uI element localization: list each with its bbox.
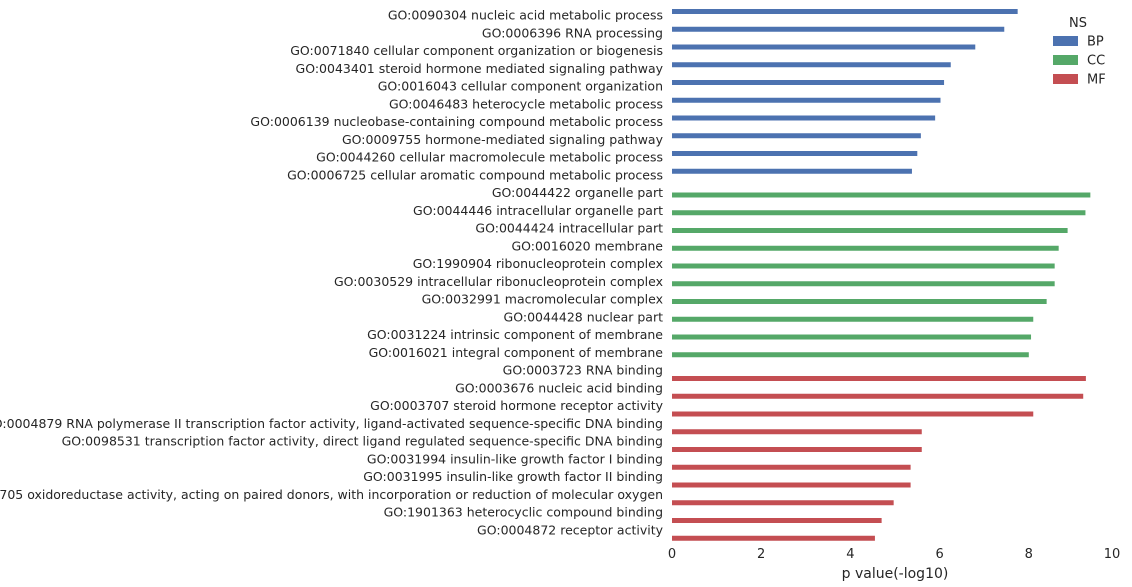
y-tick-label: GO:0006725 cellular aromatic compound me… bbox=[287, 167, 663, 182]
y-tick-label: GO:0044424 intracellular part bbox=[475, 221, 663, 236]
y-tick-label: GO:0031224 intrinsic component of membra… bbox=[367, 327, 663, 342]
y-tick-label: GO:0003723 RNA binding bbox=[503, 363, 663, 378]
y-tick-label: GO:0003707 steroid hormone receptor acti… bbox=[370, 398, 663, 413]
legend: NS BP CC MF bbox=[1053, 16, 1106, 88]
bar-cc bbox=[672, 245, 1059, 251]
y-tick-label: GO:0043401 steroid hormone mediated sign… bbox=[296, 61, 664, 76]
y-tick-labels: GO:0090304 nucleic acid metabolic proces… bbox=[0, 8, 664, 538]
bar-mf bbox=[672, 464, 911, 470]
x-tick-labels: 0 2 4 6 8 10 bbox=[668, 547, 1120, 562]
x-tick-label: 8 bbox=[1025, 547, 1033, 562]
bar-cc bbox=[672, 352, 1029, 358]
bar-cc bbox=[672, 316, 1034, 322]
y-tick-label: GO:0044446 intracellular organelle part bbox=[413, 203, 663, 218]
bar-cc bbox=[672, 299, 1047, 304]
y-tick-label: GO:1901363 heterocyclic compound binding bbox=[384, 505, 663, 520]
y-tick-label: GO:0098531 transcription factor activity… bbox=[62, 434, 663, 449]
bar-bp bbox=[672, 80, 945, 85]
bar-bp bbox=[672, 168, 912, 174]
x-tick-label: 0 bbox=[668, 547, 676, 562]
y-tick-label: GO:0003676 nucleic acid binding bbox=[455, 380, 663, 395]
y-tick-label: GO:0090304 nucleic acid metabolic proces… bbox=[388, 8, 663, 23]
y-tick-label: GO:0032991 macromolecular complex bbox=[422, 292, 663, 307]
bar-mf bbox=[672, 535, 875, 541]
legend-swatch-mf bbox=[1053, 74, 1078, 84]
y-tick-label: GO:0016043 cellular component organizati… bbox=[378, 79, 663, 94]
x-tick-label: 4 bbox=[846, 547, 854, 562]
x-tick-label: 6 bbox=[935, 547, 943, 562]
legend-swatch-cc bbox=[1053, 55, 1078, 65]
legend-label: BP bbox=[1087, 35, 1104, 50]
bar-bp bbox=[672, 26, 1005, 32]
y-tick-label: GO:0004879 RNA polymerase II transcripti… bbox=[0, 416, 663, 431]
legend-label: MF bbox=[1087, 73, 1106, 88]
bar-cc bbox=[672, 210, 1086, 216]
y-tick-label: GO:0071840 cellular component organizati… bbox=[290, 43, 663, 58]
legend-title: NS bbox=[1069, 16, 1087, 31]
bar-bp bbox=[672, 97, 941, 103]
bar-mf bbox=[672, 500, 894, 506]
bar-cc bbox=[672, 281, 1055, 287]
y-tick-label: GO:0006139 nucleobase-containing compoun… bbox=[250, 114, 663, 129]
y-tick-label: GO:1990904 ribonucleoprotein complex bbox=[413, 256, 663, 271]
bars-layer bbox=[672, 9, 1091, 541]
y-tick-label: GO:0009755 hormone-mediated signaling pa… bbox=[342, 132, 664, 147]
x-axis-label: p value(-log10) bbox=[842, 566, 949, 582]
y-tick-label: GO:0044260 cellular macromolecule metabo… bbox=[316, 150, 663, 165]
y-tick-label: GO:0016020 membrane bbox=[511, 238, 663, 253]
bar-mf bbox=[672, 482, 911, 488]
bar-cc bbox=[672, 334, 1032, 340]
bar-mf bbox=[672, 447, 922, 452]
bar-cc bbox=[672, 228, 1068, 233]
x-tick-label: 10 bbox=[1104, 547, 1121, 562]
y-tick-label: GO:0044428 nuclear part bbox=[504, 309, 664, 324]
bar-mf bbox=[672, 376, 1086, 381]
y-tick-label: GO:0044422 organelle part bbox=[492, 185, 663, 200]
y-tick-label: GO:0016705 oxidoreductase activity, acti… bbox=[0, 487, 663, 502]
y-tick-label: GO:0016021 integral component of membran… bbox=[369, 345, 664, 360]
bar-bp bbox=[672, 44, 976, 50]
bar-bp bbox=[672, 133, 921, 139]
y-tick-label: GO:0046483 heterocycle metabolic process bbox=[389, 96, 663, 111]
legend-label: CC bbox=[1087, 54, 1105, 69]
bar-bp bbox=[672, 115, 936, 121]
y-tick-label: GO:0030529 intracellular ribonucleoprote… bbox=[334, 274, 663, 289]
bar-mf bbox=[672, 518, 882, 523]
y-tick-label: GO:0004872 receptor activity bbox=[477, 522, 664, 537]
bar-bp bbox=[672, 62, 951, 68]
y-tick-label: GO:0006396 RNA processing bbox=[482, 25, 663, 40]
y-tick-label: GO:0031995 insulin-like growth factor II… bbox=[363, 469, 663, 484]
bar-bp bbox=[672, 151, 918, 156]
bar-cc bbox=[672, 263, 1055, 269]
bar-mf bbox=[672, 411, 1034, 417]
y-tick-label: GO:0031994 insulin-like growth factor I … bbox=[367, 451, 663, 466]
x-tick-label: 2 bbox=[757, 547, 765, 562]
bar-bp bbox=[672, 9, 1018, 14]
bar-mf bbox=[672, 429, 922, 435]
bar-cc bbox=[672, 192, 1091, 198]
legend-swatch-bp bbox=[1053, 36, 1078, 46]
bar-mf bbox=[672, 393, 1084, 399]
